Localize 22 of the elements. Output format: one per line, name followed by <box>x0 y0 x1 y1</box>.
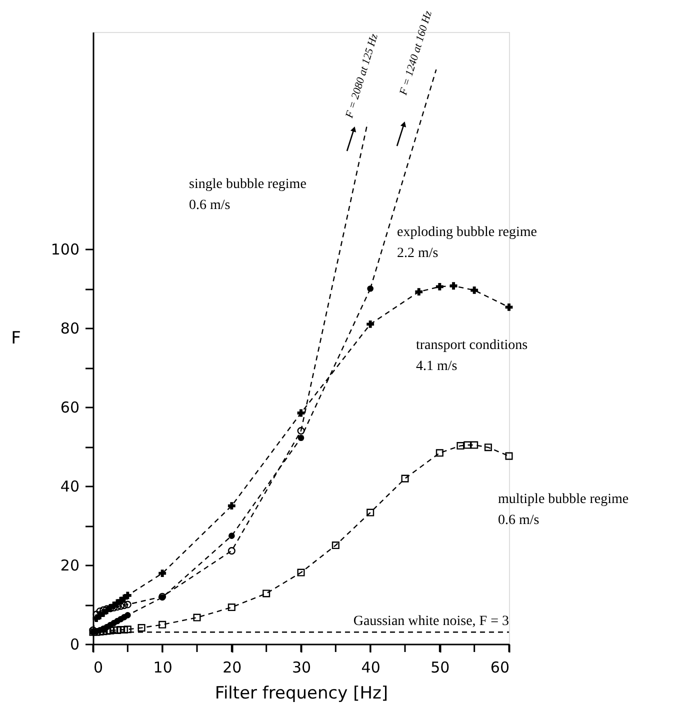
y-tick-label: 0 <box>70 636 80 654</box>
y-axis-title: F <box>11 328 21 348</box>
annotation: exploding bubble regime 2.2 m/s <box>397 225 537 261</box>
y-tick-label: 40 <box>60 478 80 496</box>
annotation: single bubble regime 0.6 m/s <box>189 177 306 213</box>
annotation: F = 1240 at 160 Hz <box>397 8 435 98</box>
annotation: transport conditions 4.1 m/s <box>416 338 528 374</box>
annotation: multiple bubble regime 0.6 m/s <box>498 492 629 528</box>
annotation: F = 2080 at 125 Hz <box>343 32 381 120</box>
x-tick-label: 10 <box>153 658 172 676</box>
x-tick-label: 40 <box>361 658 380 676</box>
x-tick-label: 30 <box>292 658 312 676</box>
y-tick-label: 60 <box>60 398 80 417</box>
x-tick-label: 50 <box>430 658 450 676</box>
x-tick-label: 20 <box>222 658 242 676</box>
ref-line-label: Gaussian white noise, F = 3 <box>353 614 509 630</box>
y-tick-label: 20 <box>60 556 80 575</box>
x-axis-title: Filter frequency [Hz] <box>214 684 388 704</box>
y-tick-label: 100 <box>50 240 80 259</box>
y-tick-label: 80 <box>60 320 80 338</box>
x-tick-label: 60 <box>490 658 510 676</box>
x-tick-label: 0 <box>94 658 104 676</box>
